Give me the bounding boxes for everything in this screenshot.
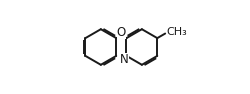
Text: N: N: [120, 53, 128, 66]
Text: O: O: [117, 26, 126, 39]
Text: CH₃: CH₃: [166, 27, 187, 37]
